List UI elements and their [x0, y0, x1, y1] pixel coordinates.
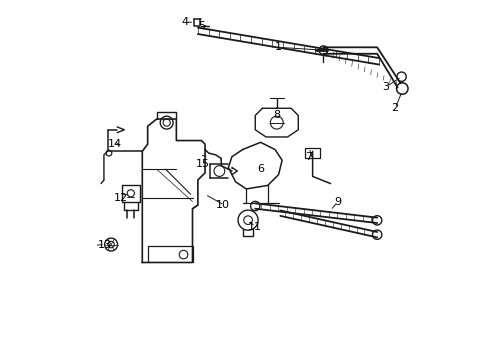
Text: 2: 2 — [391, 103, 398, 113]
Circle shape — [250, 201, 260, 211]
Text: 11: 11 — [248, 222, 262, 231]
Circle shape — [372, 230, 381, 239]
Text: 15: 15 — [196, 159, 210, 169]
Text: 13: 13 — [98, 239, 111, 249]
Text: 10: 10 — [216, 200, 229, 210]
Text: 12: 12 — [114, 193, 127, 203]
Circle shape — [372, 216, 381, 225]
Text: 14: 14 — [107, 139, 122, 149]
Text: 3: 3 — [382, 82, 389, 92]
Text: 6: 6 — [257, 164, 264, 174]
Text: 5: 5 — [198, 21, 204, 31]
Text: 9: 9 — [333, 197, 341, 207]
Text: 4: 4 — [182, 17, 188, 27]
Text: 1: 1 — [275, 42, 282, 52]
Text: 7: 7 — [305, 152, 312, 162]
Text: 8: 8 — [273, 111, 280, 121]
